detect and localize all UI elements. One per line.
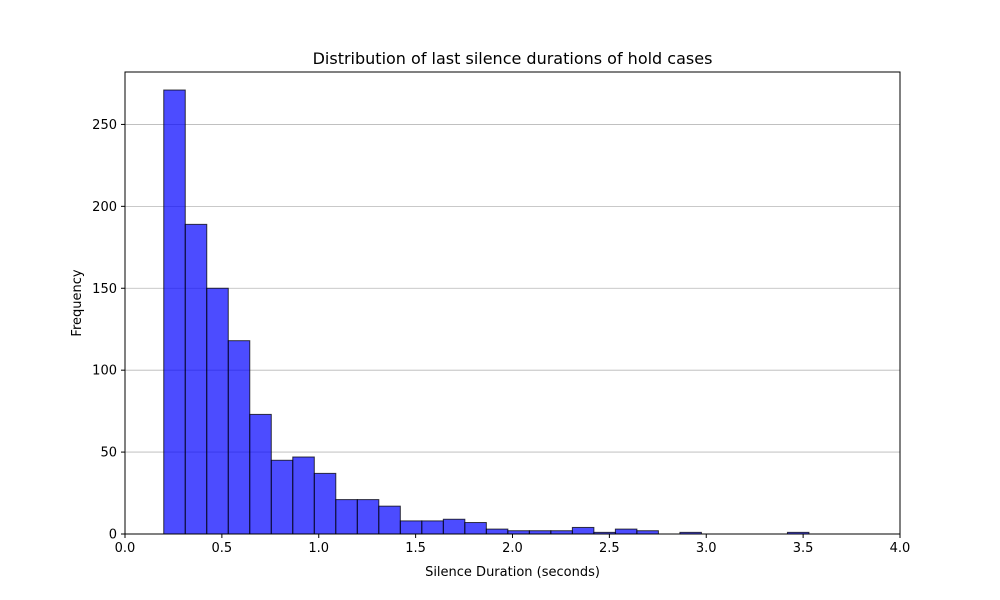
x-axis-title: Silence Duration (seconds): [425, 565, 600, 580]
x-tick-label: 3.0: [696, 541, 717, 556]
y-tick-label: 250: [92, 118, 117, 133]
histogram-bar: [270, 459, 294, 535]
y-axis-title: Frequency: [70, 269, 85, 336]
y-tick-label: 0: [109, 528, 117, 543]
chart-title: Distribution of last silence durations o…: [313, 49, 713, 68]
x-tick-label: 3.5: [793, 541, 814, 556]
x-tick-label: 2.5: [599, 541, 620, 556]
x-tick-label: 4.0: [890, 541, 911, 556]
histogram-bar: [399, 520, 423, 535]
histogram-bar: [614, 528, 638, 535]
histogram-bar: [249, 413, 272, 535]
grid-layer: [125, 124, 900, 453]
y-tick-label: 150: [92, 282, 117, 297]
x-tick-label: 0.0: [115, 541, 136, 556]
x-axis-ticks: 0.0 0.5 1.0 1.5 2.0 2.5 3.0 3.5 4.0: [115, 534, 911, 556]
histogram-bar: [356, 499, 380, 535]
x-tick-label: 0.5: [212, 541, 233, 556]
y-tick-label: 50: [100, 446, 117, 461]
histogram-bar: [335, 499, 358, 535]
histogram-bar: [313, 472, 337, 535]
histogram-bar: [163, 89, 186, 535]
y-tick-label: 200: [92, 200, 117, 215]
histogram-bar: [421, 520, 444, 535]
histogram-bar: [464, 522, 487, 535]
histogram-bar: [485, 528, 509, 535]
x-tick-label: 2.0: [502, 541, 523, 556]
histogram-bar: [442, 518, 466, 535]
histogram-bar: [571, 526, 595, 535]
x-tick-label: 1.5: [405, 541, 426, 556]
histogram-bar: [227, 340, 251, 535]
x-tick-label: 1.0: [308, 541, 329, 556]
histogram-bar: [184, 223, 208, 535]
y-axis-ticks: 0 50 100 150 200 250: [92, 118, 125, 543]
histogram-bar: [292, 456, 315, 535]
histogram-bar: [206, 287, 229, 535]
histogram-bar: [378, 505, 401, 535]
y-tick-label: 100: [92, 364, 117, 379]
